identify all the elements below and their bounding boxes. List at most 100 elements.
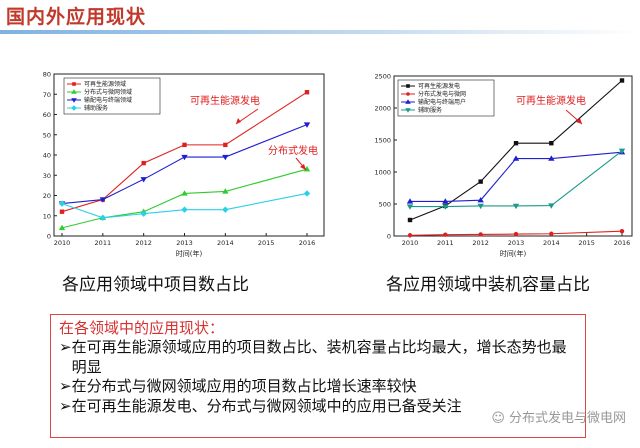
data-point: [407, 217, 413, 223]
series-3: [58, 190, 311, 221]
annotation-arrowhead: [576, 118, 582, 124]
x-tick-label: 2012: [472, 239, 489, 247]
data-point: [182, 142, 187, 148]
y-tick-label: 80: [43, 71, 51, 79]
data-point: [406, 84, 410, 88]
y-tick-label: 1500: [374, 137, 391, 145]
y-tick-label: 1000: [374, 169, 391, 177]
data-point: [141, 160, 146, 166]
plot-frame: [393, 75, 633, 237]
data-point: [303, 122, 311, 128]
y-tick-label: 500: [379, 201, 391, 209]
data-point: [549, 231, 554, 236]
x-tick-label: 2012: [135, 239, 152, 247]
x-tick-label: 2014: [543, 239, 560, 247]
page-title: 国内外应用现状: [6, 6, 147, 28]
data-point: [222, 154, 229, 161]
x-axis-label: 时间(年): [500, 249, 527, 258]
data-point: [99, 197, 107, 203]
y-tick-label: 10: [43, 212, 51, 220]
series-3: [406, 148, 626, 210]
data-point: [71, 105, 77, 111]
arrow-bullet-icon: ➢: [59, 338, 72, 356]
data-point: [512, 155, 520, 161]
data-point: [513, 231, 519, 237]
legend-entry: 辅助服务: [418, 106, 442, 114]
y-tick-label: 0: [387, 233, 391, 241]
legend-entry: 可再生能源发电: [418, 82, 460, 90]
x-tick-label: 2010: [54, 239, 71, 247]
data-point: [71, 98, 77, 103]
x-tick-label: 2015: [258, 239, 275, 247]
data-point: [140, 177, 147, 183]
x-tick-label: 2010: [402, 239, 419, 247]
data-point: [181, 154, 188, 161]
y-tick-label: 50: [43, 131, 51, 139]
project-count-chart: 0 10 20 30 40 50 60 70 80 2010 2011 2012 2013 2014 201…: [43, 71, 325, 258]
data-point: [222, 188, 229, 194]
x-tick-label: 2011: [437, 239, 454, 247]
status-item-text: 在分布式与微网领域应用的项目数占比增长速率较快: [71, 377, 417, 395]
application-status-box: 在各领域中的应用现状： ➢ 在可再生能源领域应用的项目数占比、装机容量占比均最大…: [50, 314, 586, 438]
data-point: [549, 141, 554, 146]
data-point: [406, 198, 414, 204]
y-tick-label: 2000: [374, 105, 391, 113]
y-tick-label: 60: [43, 111, 51, 119]
legend-entry: 输配电与终端用户: [418, 98, 466, 106]
status-item-3: ➢ 在可再生能源发电、分布式与微网领域中的应用已备受关注: [59, 397, 577, 417]
data-point: [304, 90, 310, 95]
data-point: [548, 203, 555, 209]
data-point: [223, 142, 228, 148]
status-item-2: ➢ 在分布式与微网领域应用的项目数占比增长速率较快: [59, 377, 577, 397]
status-item-1: ➢ 在可再生能源领域应用的项目数占比、装机容量占比均最大，增长态势也最明显: [59, 338, 577, 377]
y-tick-label: 70: [43, 91, 51, 99]
y-tick-label: 20: [43, 192, 51, 200]
data-point: [71, 89, 77, 94]
series-1: [58, 165, 311, 231]
y-tick-label: 0: [47, 233, 51, 241]
legend-entry: 分布式与微网领域: [84, 88, 132, 96]
data-point: [442, 198, 449, 204]
series-line: [409, 80, 623, 221]
data-point: [405, 108, 411, 113]
data-point: [181, 206, 188, 213]
data-point: [406, 204, 414, 210]
legend-entry: 可再生能源领域: [84, 80, 126, 88]
data-point: [303, 190, 311, 197]
data-point: [512, 203, 520, 210]
data-point: [99, 214, 107, 221]
status-item-text: 在可再生能源发电、分布式与微网领域中的应用已备受关注: [71, 396, 462, 415]
series-line: [61, 124, 308, 205]
status-item-text: 在可再生能源领域应用的项目数占比、装机容量占比均最大，增长态势也最明显: [71, 338, 567, 376]
data-point: [181, 190, 188, 196]
data-point: [58, 224, 66, 231]
y-tick-label: 2500: [374, 73, 391, 81]
x-tick-label: 2016: [299, 239, 316, 247]
title-underline: [0, 30, 640, 34]
y-tick-label: 40: [43, 152, 51, 160]
data-point: [72, 82, 76, 86]
annotation-arrowhead: [300, 164, 306, 170]
status-heading: 在各领域中的应用现状：: [59, 319, 225, 337]
data-point: [58, 200, 66, 207]
series-line: [61, 91, 308, 213]
data-point: [477, 196, 484, 203]
series-line: [61, 192, 308, 219]
legend-entry: 辅助服务: [84, 104, 108, 112]
x-tick-label: 2014: [217, 239, 234, 247]
data-point: [513, 141, 519, 146]
series-2: [406, 148, 626, 204]
x-tick-label: 2013: [508, 239, 525, 247]
x-tick-label: 2016: [614, 239, 631, 247]
chart-annotation: 分布式发电: [268, 144, 318, 157]
data-point: [405, 99, 411, 104]
series-1: [407, 229, 625, 238]
data-point: [222, 206, 229, 213]
data-point: [548, 155, 555, 161]
installed-capacity-chart: 0 500 1000 1500 2000 2500 2010 2011 2012 2013 2014…: [374, 73, 633, 258]
y-tick-label: 30: [43, 172, 51, 180]
data-point: [619, 78, 625, 83]
chart-annotation: 可再生能源发电: [516, 94, 586, 107]
